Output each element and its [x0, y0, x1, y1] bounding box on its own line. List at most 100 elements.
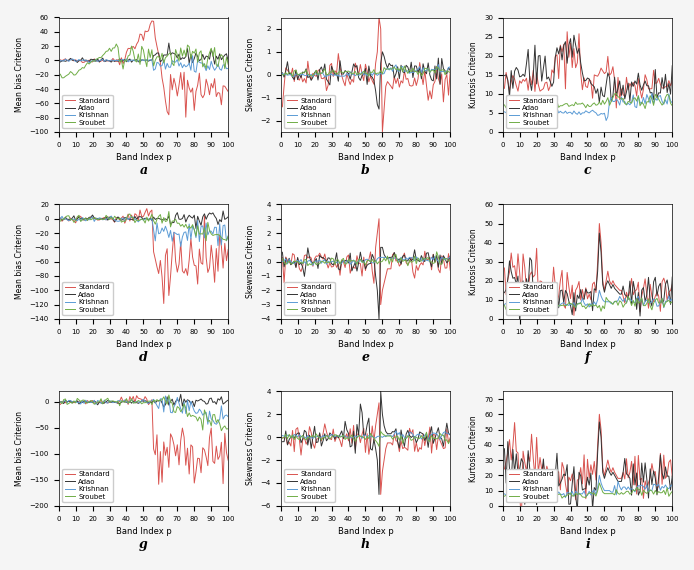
Standard — [604, 457, 612, 463]
Sroubet — [219, 236, 227, 243]
Line: Sroubet: Sroubet — [505, 296, 672, 311]
Krishnan — [500, 108, 509, 115]
Text: d: d — [139, 351, 148, 364]
Krishnan — [600, 110, 609, 117]
Krishnan — [278, 432, 287, 439]
Standard — [148, 18, 156, 25]
Standard — [278, 434, 287, 441]
Adao — [375, 315, 383, 322]
Adao — [143, 56, 151, 63]
Adao — [364, 260, 373, 267]
Krishnan — [310, 433, 319, 439]
Standard — [446, 267, 455, 274]
Adao — [219, 401, 227, 408]
Sroubet — [156, 397, 164, 404]
Krishnan — [188, 52, 196, 59]
Krishnan — [532, 110, 541, 117]
Adao — [539, 65, 548, 72]
Krishnan — [310, 70, 319, 77]
Adao — [375, 491, 383, 498]
X-axis label: Band Index p: Band Index p — [559, 153, 616, 162]
Sroubet — [97, 54, 105, 61]
Line: Krishnan: Krishnan — [282, 64, 450, 77]
Sroubet — [441, 437, 449, 444]
Sroubet — [278, 71, 287, 78]
Adao — [95, 216, 103, 223]
Adao — [192, 225, 200, 232]
Krishnan — [312, 258, 321, 264]
Krishnan — [214, 60, 222, 67]
X-axis label: Band Index p: Band Index p — [115, 527, 171, 536]
Standard — [663, 472, 671, 479]
Krishnan — [434, 61, 443, 68]
Adao — [658, 74, 666, 81]
Krishnan — [88, 57, 96, 64]
Standard — [219, 264, 227, 271]
Krishnan — [539, 492, 548, 499]
Adao — [541, 287, 549, 294]
Krishnan — [658, 483, 666, 490]
Line: Sroubet: Sroubet — [282, 66, 450, 76]
Adao — [604, 278, 612, 284]
Standard — [441, 445, 449, 451]
Adao — [95, 59, 103, 66]
X-axis label: Band Index p: Band Index p — [559, 340, 616, 349]
Adao — [375, 105, 383, 112]
Standard — [378, 129, 387, 136]
Y-axis label: Kurtosis Criterion: Kurtosis Criterion — [469, 416, 478, 482]
Standard — [317, 253, 325, 260]
Y-axis label: Mean bias Criterion: Mean bias Criterion — [15, 224, 24, 299]
Adao — [88, 211, 96, 218]
Krishnan — [224, 65, 232, 72]
Sroubet — [441, 71, 449, 78]
Standard — [95, 59, 103, 66]
Standard — [604, 268, 612, 275]
Sroubet — [539, 99, 548, 106]
Adao — [160, 404, 168, 410]
Adao — [88, 56, 96, 63]
Standard — [224, 246, 232, 253]
Adao — [95, 399, 103, 406]
Y-axis label: Mean bias Criterion: Mean bias Criterion — [15, 37, 24, 112]
Krishnan — [602, 117, 610, 124]
Line: Adao: Adao — [60, 394, 228, 407]
Adao — [589, 506, 597, 512]
Line: Sroubet: Sroubet — [505, 93, 672, 109]
Krishnan — [214, 242, 222, 249]
Sroubet — [88, 398, 96, 405]
Standard — [317, 75, 325, 82]
Sroubet — [310, 434, 319, 441]
Legend: Standard, Adao, Krishnan, Sroubet: Standard, Adao, Krishnan, Sroubet — [506, 282, 557, 315]
Legend: Standard, Adao, Krishnan, Sroubet: Standard, Adao, Krishnan, Sroubet — [62, 469, 112, 502]
Line: Krishnan: Krishnan — [505, 93, 672, 120]
Standard — [663, 83, 671, 90]
Krishnan — [586, 300, 595, 307]
Krishnan — [595, 287, 604, 294]
Krishnan — [224, 413, 232, 420]
Sroubet — [446, 257, 455, 264]
Sroubet — [56, 71, 65, 78]
Text: a: a — [139, 164, 148, 177]
Adao — [500, 289, 509, 296]
Krishnan — [436, 257, 444, 264]
Krishnan — [380, 254, 388, 261]
Sroubet — [364, 257, 373, 264]
Adao — [441, 431, 449, 438]
Adao — [377, 388, 385, 395]
Standard — [658, 481, 666, 488]
Line: Adao: Adao — [282, 392, 450, 494]
Sroubet — [500, 493, 509, 500]
Standard — [364, 79, 373, 86]
Adao — [310, 258, 319, 265]
Krishnan — [431, 253, 439, 260]
Standard — [382, 272, 390, 279]
Standard — [436, 437, 444, 444]
Sroubet — [378, 258, 387, 264]
Sroubet — [312, 67, 321, 74]
Standard — [589, 95, 597, 101]
Krishnan — [192, 69, 200, 76]
Sroubet — [604, 490, 612, 497]
Krishnan — [95, 214, 103, 221]
Krishnan — [88, 213, 96, 220]
Y-axis label: Kurtosis Criterion: Kurtosis Criterion — [469, 229, 478, 295]
